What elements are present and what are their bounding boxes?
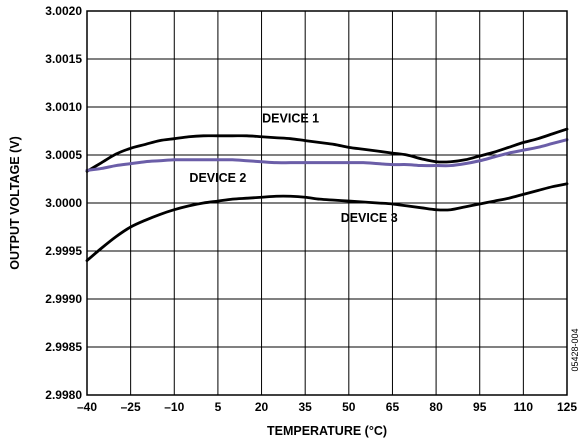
- series-line-device-1: [85, 127, 569, 173]
- y-tick-label: 3.0020: [45, 4, 82, 18]
- y-axis-title: OUTPUT VOLTAGE (V): [8, 136, 22, 270]
- x-tick-label: 95: [473, 400, 487, 414]
- series-label-device-1: DEVICE 1: [262, 111, 319, 125]
- x-tick-label: –40: [77, 400, 97, 414]
- series-label-device-2: DEVICE 2: [189, 171, 246, 185]
- x-tick-label: –25: [121, 400, 141, 414]
- y-tick-label: 2.9980: [45, 388, 82, 402]
- y-tick-label: 3.0015: [45, 52, 82, 66]
- series-labels: DEVICE 1 DEVICE 2 DEVICE 3: [189, 111, 397, 225]
- figure-id: 05428-004: [570, 328, 580, 371]
- x-tick-label: 5: [215, 400, 222, 414]
- series-label-device-3: DEVICE 3: [341, 211, 398, 225]
- x-tick-label: 110: [514, 400, 534, 414]
- x-tick-label: –10: [164, 400, 184, 414]
- y-tick-label: 3.0005: [45, 148, 82, 162]
- x-tick-label: 35: [299, 400, 313, 414]
- y-tick-label: 3.0000: [45, 196, 82, 210]
- series-line-device-2: [85, 138, 569, 172]
- x-tick-label: 20: [255, 400, 269, 414]
- y-tick-label: 2.9995: [45, 244, 82, 258]
- x-tick-label: 125: [557, 400, 577, 414]
- y-tick-label: 2.9985: [45, 340, 82, 354]
- x-tick-label: 80: [429, 400, 443, 414]
- grid: [86, 10, 568, 396]
- y-tick-label: 2.9990: [45, 292, 82, 306]
- y-tick-label: 3.0010: [45, 100, 82, 114]
- x-axis-title: TEMPERATURE (°C): [267, 424, 387, 438]
- x-tick-label: 65: [386, 400, 400, 414]
- tick-labels: –40 –25 –10 5 20 35 50 65 80 95 110 125 2.9980 2.9985…: [45, 4, 577, 414]
- series-lines: [85, 127, 569, 262]
- plot-frame: [86, 10, 568, 396]
- x-tick-label: 50: [342, 400, 356, 414]
- series-line-device-3: [85, 182, 569, 262]
